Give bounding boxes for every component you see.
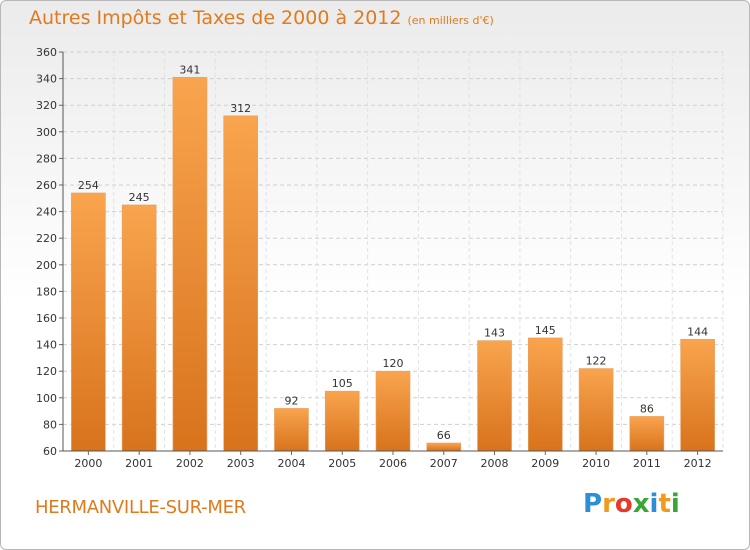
bar-value-label: 120 (383, 357, 404, 370)
bar-2007[interactable] (426, 442, 462, 452)
y-tick-label: 60 (43, 445, 57, 458)
y-tick-label: 100 (36, 392, 57, 405)
x-tick-label: 2010 (582, 457, 610, 470)
logo-letter: x (632, 489, 650, 519)
proxiti-logo[interactable]: Proxiti (583, 489, 680, 519)
bar-value-label: 105 (332, 377, 353, 390)
bar-2003[interactable] (223, 115, 258, 452)
y-tick-label: 280 (36, 152, 57, 165)
x-tick-label: 2001 (125, 457, 153, 470)
logo-letter: P (583, 489, 603, 519)
x-tick-label: 2003 (227, 457, 255, 470)
bar-value-label: 66 (437, 429, 451, 442)
y-tick-label: 260 (36, 179, 57, 192)
x-tick-label: 2004 (277, 457, 305, 470)
chart-title-text: Autres Impôts et Taxes de 2000 à 2012 (29, 7, 402, 29)
y-tick-label: 160 (36, 312, 57, 325)
bar-2012[interactable] (680, 338, 715, 452)
y-tick-label: 220 (36, 232, 57, 245)
y-tick-label: 140 (36, 339, 57, 352)
y-tick-label: 360 (36, 46, 57, 59)
x-tick-label: 2007 (430, 457, 458, 470)
chart-title: Autres Impôts et Taxes de 2000 à 2012 (en… (29, 7, 494, 29)
logo-letter: o (614, 489, 633, 519)
y-tick-label: 200 (36, 259, 57, 272)
bar-value-label: 254 (78, 179, 99, 192)
bar-value-label: 143 (484, 327, 505, 340)
bar-value-label: 86 (640, 402, 654, 415)
bar-2004[interactable] (274, 408, 309, 452)
bar-2000[interactable] (71, 192, 106, 452)
bar-2001[interactable] (121, 204, 157, 452)
bar-value-label: 144 (687, 325, 708, 338)
bar-2010[interactable] (578, 368, 614, 452)
bar-2005[interactable] (324, 390, 360, 452)
y-tick-label: 300 (36, 126, 57, 139)
logo-letter: i (670, 489, 680, 519)
bar-2008[interactable] (477, 340, 512, 452)
y-tick-label: 240 (36, 206, 57, 219)
bar-2006[interactable] (375, 370, 411, 452)
x-tick-label: 2011 (633, 457, 661, 470)
x-tick-label: 2005 (328, 457, 356, 470)
x-tick-label: 2000 (74, 457, 102, 470)
x-tick-label: 2009 (531, 457, 559, 470)
chart-subtitle: (en milliers d'€) (407, 14, 494, 27)
y-tick-label: 120 (36, 365, 57, 378)
bar-value-label: 341 (179, 63, 200, 76)
y-tick-label: 340 (36, 73, 57, 86)
x-tick-label: 2012 (684, 457, 712, 470)
bar-value-label: 122 (586, 355, 607, 368)
bar-value-label: 312 (230, 102, 251, 115)
x-tick-label: 2002 (176, 457, 204, 470)
x-tick-label: 2008 (481, 457, 509, 470)
bar-value-label: 92 (284, 394, 298, 407)
y-tick-label: 320 (36, 99, 57, 112)
bar-value-label: 145 (535, 324, 556, 337)
x-tick-label: 2006 (379, 457, 407, 470)
bar-2009[interactable] (528, 337, 563, 452)
y-tick-label: 80 (43, 418, 57, 431)
place-name: HERMANVILLE-SUR-MER (35, 497, 246, 518)
bar-value-label: 245 (129, 191, 150, 204)
y-tick-label: 180 (36, 285, 57, 298)
bar-2002[interactable] (172, 76, 208, 452)
bar-2011[interactable] (629, 416, 665, 452)
logo-letter: r (602, 489, 615, 519)
logo-letter: t (658, 489, 671, 519)
logo-letter: i (649, 489, 659, 519)
